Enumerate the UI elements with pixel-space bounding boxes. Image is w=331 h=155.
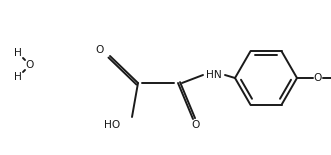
- Text: O: O: [314, 73, 322, 83]
- Text: HO: HO: [104, 120, 120, 130]
- Text: O: O: [96, 45, 104, 55]
- Text: H: H: [14, 72, 22, 82]
- Text: O: O: [192, 120, 200, 130]
- Text: HN: HN: [206, 70, 222, 80]
- Text: H: H: [14, 48, 22, 58]
- Text: O: O: [26, 60, 34, 70]
